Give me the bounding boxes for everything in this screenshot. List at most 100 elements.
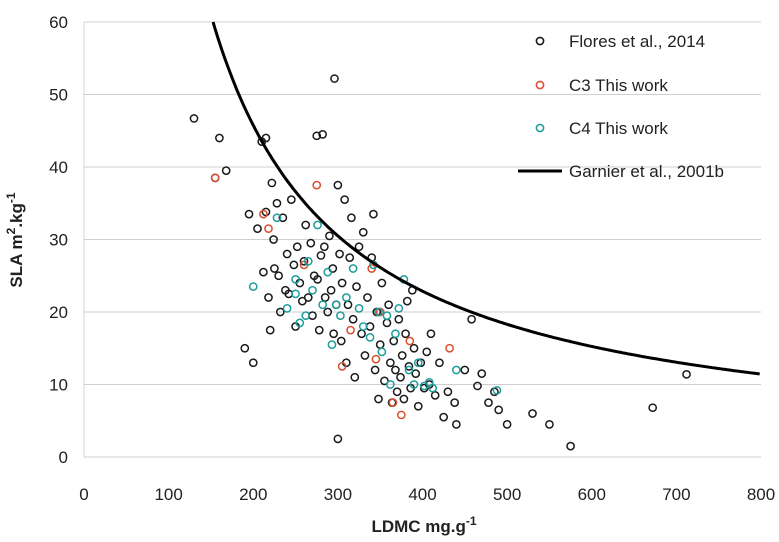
y-tick-label: 20 xyxy=(49,303,68,322)
flores-point xyxy=(375,340,385,349)
y-tick-label: 30 xyxy=(49,231,68,250)
legend-label-c3: C3 This work xyxy=(569,76,668,95)
flores-point xyxy=(313,275,322,284)
flores-point xyxy=(494,405,504,415)
flores-point xyxy=(396,372,405,382)
flores-point xyxy=(384,300,393,310)
flores-point xyxy=(306,238,316,248)
flores-point xyxy=(394,314,404,324)
flores-point xyxy=(392,387,402,397)
c3-point xyxy=(396,410,406,420)
y-tick-label: 10 xyxy=(49,376,68,395)
x-tick-label: 100 xyxy=(154,485,182,504)
flores-point xyxy=(354,242,364,252)
legend: Flores et al., 2014 C3 This work C4 This… xyxy=(518,32,724,181)
flores-point xyxy=(335,249,344,259)
c4-point xyxy=(318,300,327,310)
c4-point xyxy=(303,256,313,266)
c3-point xyxy=(371,354,381,364)
flores-point xyxy=(244,209,254,219)
flores-point xyxy=(259,267,268,277)
c3-point xyxy=(405,336,415,346)
x-tick-label: 500 xyxy=(493,485,521,504)
c4-point xyxy=(358,322,368,331)
flores-point xyxy=(350,372,360,382)
x-tick-label: 800 xyxy=(747,485,775,504)
flores-point xyxy=(333,180,343,190)
c4-point xyxy=(354,304,364,313)
flores-point xyxy=(330,74,339,83)
x-tick-label: 400 xyxy=(408,485,436,504)
flores-point xyxy=(269,235,278,244)
c4-point xyxy=(295,318,305,328)
y-tick-label: 60 xyxy=(49,13,68,32)
flores-point xyxy=(484,398,493,407)
flores-point xyxy=(326,285,336,295)
flores-point xyxy=(360,351,370,360)
flores-point xyxy=(319,242,329,252)
flores-point xyxy=(439,412,449,422)
legend-label-c4: C4 This work xyxy=(569,119,668,138)
flores-point xyxy=(345,253,355,262)
flores-point xyxy=(261,207,271,217)
flores-point xyxy=(502,420,512,429)
flores-point xyxy=(261,133,271,143)
flores-point xyxy=(369,209,378,219)
flores-point xyxy=(343,300,353,310)
c4-point xyxy=(428,383,438,393)
flores-point xyxy=(265,325,275,335)
flores-point xyxy=(337,278,347,288)
c4-point xyxy=(291,289,300,299)
c4-point xyxy=(301,311,311,320)
flores-point xyxy=(278,213,288,223)
flores-point xyxy=(328,264,338,273)
c4-point xyxy=(272,213,282,223)
c3-point xyxy=(264,224,273,233)
c4-point xyxy=(331,300,341,310)
flores-point xyxy=(272,198,282,208)
flores-point xyxy=(545,420,554,429)
flores-point xyxy=(411,369,421,378)
flores-point xyxy=(292,242,302,252)
flores-point xyxy=(435,358,444,368)
flores-point xyxy=(248,358,258,368)
c4-point xyxy=(385,380,395,389)
flores-point xyxy=(270,264,279,273)
flores-point xyxy=(274,271,283,281)
flores-point xyxy=(336,336,346,346)
flores-point xyxy=(221,166,231,175)
flores-point xyxy=(264,293,273,302)
x-tick-label: 0 xyxy=(79,485,88,504)
garnier-curve-layer xyxy=(211,21,760,376)
c4-point xyxy=(409,380,419,389)
flores-point xyxy=(325,231,334,241)
data-points xyxy=(189,74,691,451)
flores-point xyxy=(340,195,349,204)
c4-point xyxy=(394,304,404,313)
legend-label-garnier: Garnier et al., 2001b xyxy=(569,162,724,181)
gridlines xyxy=(83,21,761,458)
flores-point xyxy=(467,314,476,324)
legend-label-flores: Flores et al., 2014 xyxy=(569,32,705,51)
flores-point xyxy=(397,351,407,360)
flores-point xyxy=(409,343,419,353)
c4-point xyxy=(452,365,461,375)
flores-point xyxy=(413,401,423,411)
flores-point xyxy=(452,420,461,429)
flores-point xyxy=(329,329,338,339)
c4-point xyxy=(374,307,383,317)
c3-point xyxy=(337,362,347,371)
flores-point xyxy=(275,307,285,317)
flores-point xyxy=(399,394,409,404)
c3-point xyxy=(312,180,322,190)
c4-point xyxy=(377,347,387,357)
flores-point xyxy=(289,260,299,270)
c4-point xyxy=(336,311,345,320)
flores-point xyxy=(253,224,262,233)
flores-point xyxy=(318,130,327,139)
flores-point xyxy=(215,133,224,143)
flores-point xyxy=(286,195,296,204)
x-tick-labels: 0 100 200 300 400 500 600 700 800 xyxy=(79,485,775,504)
flores-point xyxy=(189,114,199,123)
flores-point xyxy=(316,251,326,260)
